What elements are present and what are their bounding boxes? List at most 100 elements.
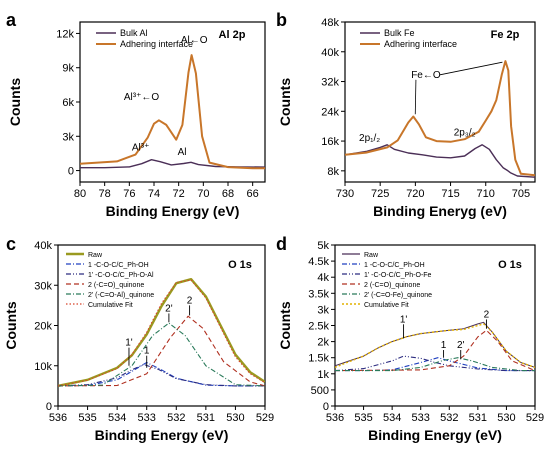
y-tick-label: 40k <box>34 240 52 252</box>
legend-label: 2 (-C=O)_quinone <box>88 282 144 289</box>
x-axis-title: Binding Energy (eV) <box>106 203 240 219</box>
panel-a: a 80 78 76 74 72 70 68 66 0 3k 6k 9k 12k Binding Energ… <box>6 10 266 219</box>
x-tick-label: 66 <box>247 188 259 200</box>
y-axis-title: Counts <box>7 78 23 126</box>
peak-annotation: 2p₃/₂ <box>454 127 476 138</box>
x-tick-label: 531 <box>469 412 487 424</box>
y-tick-label: 12k <box>56 28 74 40</box>
legend-label: Cumulative Fit <box>88 302 133 309</box>
series-line <box>80 159 265 169</box>
x-tick-label: 536 <box>49 412 67 424</box>
peak-annotation: Al³⁺ <box>132 142 150 153</box>
x-tick-label: 715 <box>441 188 459 200</box>
y-tick-label: 0 <box>323 401 329 413</box>
x-tick-label: 534 <box>108 412 126 424</box>
peak-annotation: 1' <box>400 314 408 325</box>
series-group <box>58 278 265 388</box>
y-axis-title: Counts <box>3 301 19 349</box>
x-tick-label: 80 <box>74 188 86 200</box>
peak-annotation: 1 <box>144 346 150 357</box>
series-group <box>80 54 265 170</box>
legend-label: 2 (-C=O)_quinone <box>364 282 420 289</box>
y-axis-title: Counts <box>277 301 293 349</box>
panel-d: d 536 535 534 533 532 531 530 529 0 500 1k 1.5k 2k 2.5… <box>276 234 544 443</box>
x-tick-label: 530 <box>226 412 244 424</box>
x-tick-label: 705 <box>512 188 530 200</box>
y-axis-title: Counts <box>277 78 293 126</box>
panel-b: b 730 725 720 715 710 705 8k 16k 24k 32k 40k 48k Bind… <box>276 10 536 219</box>
y-tick-label: 0 <box>68 166 74 178</box>
legend-label: Raw <box>88 252 103 259</box>
peak-annotation: Al←O <box>181 35 208 46</box>
panel-letter: a <box>6 10 17 30</box>
y-tick-label: 1.5k <box>308 353 329 365</box>
x-tick-label: 72 <box>173 188 185 200</box>
y-tick-label: 2k <box>317 337 329 349</box>
x-tick-label: 70 <box>197 188 209 200</box>
y-tick-label: 40k <box>321 47 339 59</box>
x-tick-label: 529 <box>526 412 544 424</box>
series-line <box>335 357 535 372</box>
y-tick-label: 30k <box>34 280 52 292</box>
x-tick-label: 532 <box>167 412 185 424</box>
x-tick-label: 535 <box>354 412 372 424</box>
y-tick-label: 4k <box>317 272 329 284</box>
series-line <box>80 54 265 170</box>
legend-label: Bulk Al <box>120 28 148 38</box>
peak-annotation: Al³⁺←O <box>124 92 160 103</box>
legend-label: 1' -C-O-C/C_Ph-O-Al <box>88 272 154 279</box>
x-tick-label: 74 <box>148 188 160 200</box>
legend-label: 1 -C-O-C/C_Ph-OH <box>88 262 149 269</box>
y-tick-label: 500 <box>311 385 329 397</box>
series-line <box>345 144 535 178</box>
y-tick-label: 9k <box>62 63 74 75</box>
y-tick-label: 10k <box>34 361 52 373</box>
x-axis-title: Binding Eneryg (eV) <box>373 203 507 219</box>
x-tick-label: 78 <box>99 188 111 200</box>
x-axis-title: Binding Energy (eV) <box>368 427 502 443</box>
panel-title: O 1s <box>498 259 522 271</box>
y-tick-label: 0 <box>46 401 52 413</box>
peak-annotation: 1 <box>441 340 447 351</box>
panel-letter: b <box>276 10 287 30</box>
y-tick-label: 3k <box>62 131 74 143</box>
x-tick-label: 533 <box>138 412 156 424</box>
peak-annotation: 2 <box>187 295 193 306</box>
legend-label: Adhering interface <box>384 39 457 49</box>
x-tick-label: 530 <box>497 412 515 424</box>
peak-annotation: 2' <box>457 340 465 351</box>
x-tick-label: 725 <box>371 188 389 200</box>
y-tick-label: 6k <box>62 97 74 109</box>
y-tick-label: 4.5k <box>308 256 329 268</box>
y-tick-label: 48k <box>321 17 339 29</box>
plot-frame <box>344 21 536 183</box>
series-line <box>58 361 265 387</box>
series-line <box>335 355 535 372</box>
peak-annotation: Al <box>178 147 187 158</box>
legend-label: Bulk Fe <box>384 28 415 38</box>
series-line <box>58 322 265 387</box>
panel-title: O 1s <box>228 259 252 271</box>
x-tick-label: 535 <box>78 412 96 424</box>
y-tick-label: 3.5k <box>308 288 329 300</box>
x-tick-label: 534 <box>383 412 401 424</box>
y-tick-label: 5k <box>317 240 329 252</box>
peak-annotation: 2' <box>165 303 173 314</box>
peak-annotation: 1' <box>125 338 133 349</box>
y-tick-label: 1k <box>317 369 329 381</box>
series-line <box>345 60 535 177</box>
series-line <box>58 315 265 387</box>
y-tick-label: 3k <box>317 304 329 316</box>
fe-o-arrow <box>414 79 417 115</box>
panel-letter: d <box>276 234 287 254</box>
x-tick-label: 730 <box>336 188 354 200</box>
series-line <box>335 329 535 372</box>
x-tick-label: 76 <box>123 188 135 200</box>
fe-o-arrow <box>439 61 503 76</box>
y-tick-label: 16k <box>321 136 339 148</box>
legend-label: Adhering interface <box>120 39 193 49</box>
peak-annotation: 2p₁/₂ <box>359 133 380 144</box>
legend-label: Raw <box>364 252 379 259</box>
series-group <box>335 321 535 372</box>
